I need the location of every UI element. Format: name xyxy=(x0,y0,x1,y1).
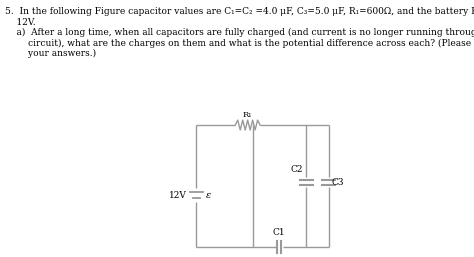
Text: 5.  In the following Figure capacitor values are C₁=C₂ =4.0 μF, C₃=5.0 μF, R₁=60: 5. In the following Figure capacitor val… xyxy=(5,7,474,16)
Text: C1: C1 xyxy=(273,228,285,237)
Text: R₁: R₁ xyxy=(243,111,252,119)
Text: your answers.): your answers.) xyxy=(5,49,96,58)
Text: C3: C3 xyxy=(332,178,344,187)
Text: C2: C2 xyxy=(291,166,303,175)
Text: 12V: 12V xyxy=(168,191,186,200)
Text: a)  After a long time, when all capacitors are fully charged (and current is no : a) After a long time, when all capacitor… xyxy=(5,28,474,37)
Text: 12V.: 12V. xyxy=(5,18,36,27)
Text: circuit), what are the charges on them and what is the potential difference acro: circuit), what are the charges on them a… xyxy=(5,39,474,48)
Text: ε: ε xyxy=(206,191,211,200)
